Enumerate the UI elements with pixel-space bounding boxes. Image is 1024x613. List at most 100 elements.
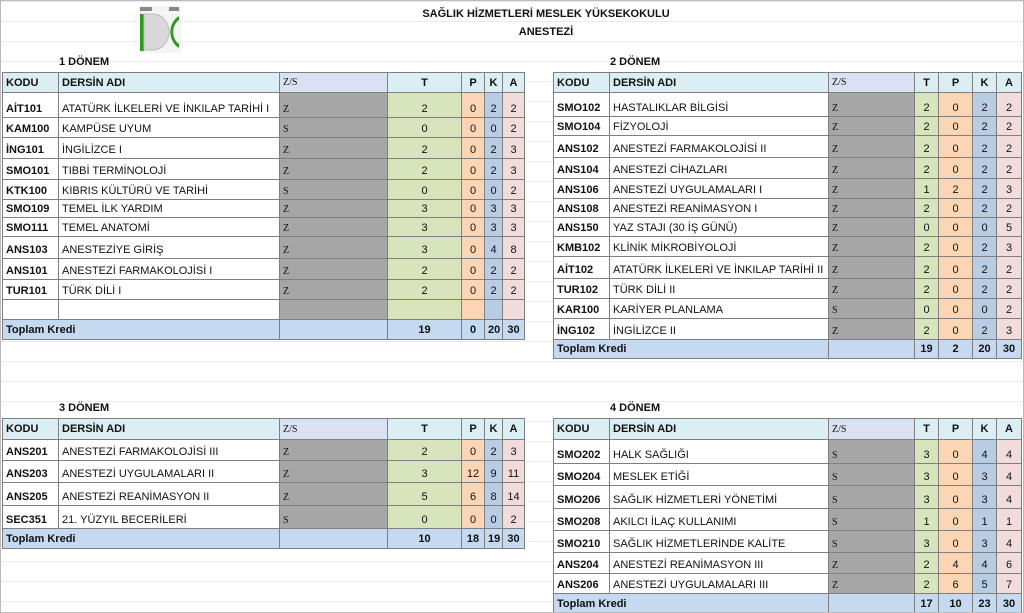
- column-header-zs: Z/S: [828, 418, 915, 440]
- course-row: SMO101 TIBBİ TERMİNOLOJİ Z 2 0 2 3: [2, 158, 525, 180]
- course-a: 1: [996, 508, 1022, 531]
- course-row: SMO206 SAĞLIK HİZMETLERİ YÖNETİMİ S 3 0 3 4: [553, 485, 1022, 509]
- total-row: Toplam Kredi 19 2 20 30: [553, 339, 1022, 359]
- course-code: AİT102: [553, 256, 610, 279]
- course-row: KTK100 KIBRIS KÜLTÜRÜ VE TARİHİ S 0 0 0 2: [2, 179, 525, 200]
- column-header-zs: Z/S: [279, 418, 388, 440]
- course-code: SMO210: [553, 530, 610, 553]
- course-p: 12: [461, 460, 485, 483]
- total-label: Toplam Kredi: [2, 528, 280, 549]
- course-table: KODU DERSİN ADI Z/S T P K A SMO102 HASTALIKLAR B…: [553, 72, 1022, 359]
- course-t: 2: [914, 92, 939, 117]
- course-code: İNG102: [553, 318, 610, 340]
- program-title: ANESTEZİ: [518, 26, 574, 38]
- total-label: Toplam Kredi: [553, 339, 829, 359]
- course-code: ANS108: [553, 198, 610, 218]
- course-t: 2: [914, 157, 939, 179]
- column-header-k: K: [972, 418, 997, 440]
- total-p: 10: [938, 593, 973, 612]
- course-row: SMO204 MESLEK ETİĞİ S 3 0 3 4: [553, 463, 1022, 486]
- total-row: Toplam Kredi 10 18 19 30: [2, 528, 525, 549]
- course-k: 0: [484, 179, 503, 200]
- course-name: ANESTEZİYE GİRİŞ: [58, 236, 280, 259]
- course-a: 5: [996, 217, 1022, 237]
- course-zs: S: [279, 505, 388, 529]
- total-a: 30: [996, 339, 1022, 359]
- course-zs: Z: [828, 116, 915, 136]
- course-p: 0: [938, 236, 973, 257]
- column-header-name: DERSİN ADI: [58, 418, 280, 440]
- course-zs: Z: [828, 278, 915, 299]
- course-row: ANS104 ANESTEZİ CİHAZLARI Z 2 0 2 2: [553, 157, 1022, 179]
- course-a: 2: [502, 279, 525, 300]
- course-k: [484, 299, 503, 320]
- course-code: SMO208: [553, 508, 610, 531]
- total-k: 23: [972, 593, 997, 612]
- course-code: SMO202: [553, 439, 610, 464]
- course-a: 3: [502, 217, 525, 237]
- course-a: 2: [996, 135, 1022, 158]
- total-t: 10: [387, 528, 462, 549]
- column-header-code: KODU: [553, 72, 610, 93]
- course-k: 3: [484, 199, 503, 218]
- course-code: İNG101: [2, 137, 59, 159]
- course-row: SMO202 HALK SAĞLIĞI S 3 0 4 4: [553, 439, 1022, 464]
- course-t: 2: [387, 258, 462, 280]
- semester-title: 3 DÖNEM: [59, 402, 110, 414]
- course-name: KLİNİK MİKROBİYOLOJİ: [609, 236, 829, 257]
- course-k: 2: [972, 92, 997, 117]
- course-code: ANS201: [2, 439, 59, 461]
- course-row: ANS150 YAZ STAJI (30 İŞ GÜNÜ) Z 0 0 0 5: [553, 217, 1022, 237]
- total-a: 30: [502, 528, 525, 549]
- course-name: ANESTEZİ UYGULAMALARI I: [609, 178, 829, 199]
- header-row: KODU DERSİN ADI Z/S T P K A: [2, 418, 525, 440]
- course-code: TUR102: [553, 278, 610, 299]
- total-p: 0: [461, 319, 485, 340]
- course-row: KAR100 KARİYER PLANLAMA S 0 0 0 2: [553, 298, 1022, 319]
- course-row: SMO102 HASTALIKLAR BİLGİSİ Z 2 0 2 2: [553, 92, 1022, 117]
- course-zs: Z: [279, 158, 388, 180]
- course-code: ANS203: [2, 460, 59, 483]
- course-name: HALK SAĞLIĞI: [609, 439, 829, 464]
- course-row: [2, 299, 525, 320]
- course-zs: Z: [279, 258, 388, 280]
- course-zs: S: [828, 485, 915, 509]
- course-a: 2: [502, 92, 525, 118]
- course-t: 2: [387, 279, 462, 300]
- column-header-code: KODU: [2, 72, 59, 93]
- course-code: TUR101: [2, 279, 59, 300]
- course-a: 2: [502, 258, 525, 280]
- course-zs: Z: [828, 157, 915, 179]
- course-t: 0: [914, 298, 939, 319]
- course-zs: Z: [279, 439, 388, 461]
- course-zs: Z: [828, 217, 915, 237]
- course-zs: Z: [279, 482, 388, 506]
- course-t: 3: [387, 199, 462, 218]
- course-row: SMO109 TEMEL İLK YARDIM Z 3 0 3 3: [2, 199, 525, 218]
- course-table: KODU DERSİN ADI Z/S T P K A SMO202 HALK SAĞLIĞI S…: [553, 418, 1022, 612]
- course-row: ANS205 ANESTEZİ REANİMASYON II Z 5 6 8 14: [2, 482, 525, 506]
- course-code: SMO204: [553, 463, 610, 486]
- course-row: SMO210 SAĞLIK HİZMETLERİNDE KALİTE S 3 0 3 4: [553, 530, 1022, 553]
- course-t: 2: [914, 198, 939, 218]
- course-a: 3: [502, 199, 525, 218]
- course-a: [502, 299, 525, 320]
- course-name: KIBRIS KÜLTÜRÜ VE TARİHİ: [58, 179, 280, 200]
- course-table: KODU DERSİN ADI Z/S T P K A ANS201 ANESTEZİ FARM…: [2, 418, 525, 549]
- course-zs: Z: [828, 318, 915, 340]
- course-t: 2: [914, 116, 939, 136]
- course-name: SAĞLIK HİZMETLERİNDE KALİTE: [609, 530, 829, 553]
- course-t: 2: [914, 278, 939, 299]
- total-t: 17: [914, 593, 939, 612]
- course-k: 3: [972, 530, 997, 553]
- course-a: 2: [996, 278, 1022, 299]
- course-t: 2: [914, 552, 939, 574]
- course-name: KAMPÜSE UYUM: [58, 117, 280, 138]
- course-name: ANESTEZİ REANİMASYON I: [609, 198, 829, 218]
- course-k: 2: [972, 157, 997, 179]
- course-k: 2: [972, 278, 997, 299]
- semester-title: 4 DÖNEM: [610, 402, 661, 414]
- course-zs: [279, 299, 388, 320]
- course-p: 0: [461, 199, 485, 218]
- column-header-k: K: [484, 418, 503, 440]
